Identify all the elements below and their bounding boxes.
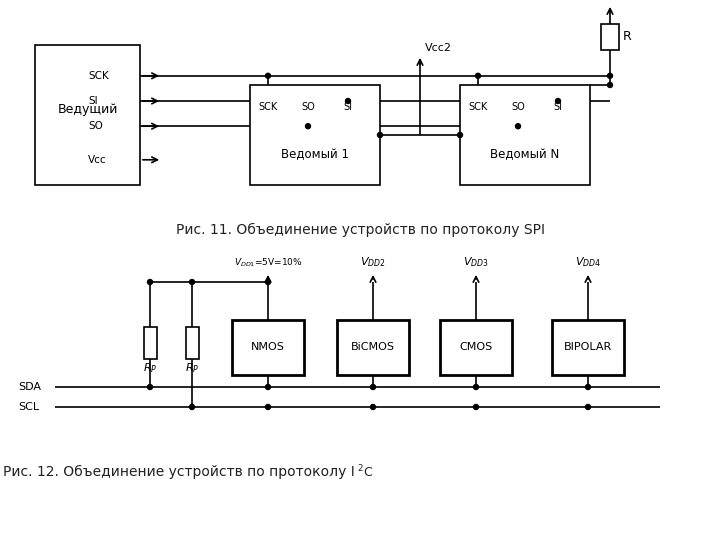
Text: NMOS: NMOS [251, 342, 285, 353]
Circle shape [266, 73, 271, 78]
Text: SCL: SCL [18, 402, 39, 412]
Text: $V_{DD2}$: $V_{DD2}$ [360, 255, 386, 269]
Circle shape [346, 98, 351, 104]
Text: $R_P$: $R_P$ [185, 362, 199, 375]
Text: SCK: SCK [88, 71, 109, 81]
Text: Рис. 11. Объединение устройств по протоколу SPI: Рис. 11. Объединение устройств по проток… [176, 223, 544, 237]
Text: Рис. 12. Объединение устройств по протоколу I: Рис. 12. Объединение устройств по проток… [4, 465, 355, 479]
Text: SI: SI [343, 102, 353, 112]
Circle shape [189, 280, 194, 285]
Bar [186, 327, 199, 359]
Bar [552, 320, 624, 375]
Text: SO: SO [88, 121, 103, 131]
Bar [35, 45, 140, 185]
Circle shape [189, 404, 194, 409]
Text: SCK: SCK [258, 102, 278, 112]
Text: Ведомый N: Ведомый N [490, 148, 559, 161]
Bar [250, 85, 380, 185]
Text: Ведущий: Ведущий [58, 104, 117, 117]
Circle shape [474, 404, 479, 409]
Circle shape [266, 384, 271, 389]
Text: $R_P$: $R_P$ [143, 362, 157, 375]
Text: Ведомый 1: Ведомый 1 [281, 148, 349, 161]
Circle shape [608, 73, 613, 78]
Circle shape [266, 280, 271, 285]
Circle shape [516, 124, 521, 129]
Bar [232, 320, 304, 375]
Text: Vcc2: Vcc2 [425, 43, 452, 53]
Text: $V_{DD1}$=5V=10%: $V_{DD1}$=5V=10% [234, 256, 302, 269]
Text: $V_{DD3}$: $V_{DD3}$ [463, 255, 489, 269]
Circle shape [474, 384, 479, 389]
Bar [601, 24, 619, 50]
Text: SDA: SDA [18, 382, 41, 392]
Bar [440, 320, 512, 375]
Circle shape [371, 404, 376, 409]
Text: $^2$C: $^2$C [357, 464, 373, 480]
Text: CMOS: CMOS [459, 342, 492, 353]
Circle shape [556, 98, 560, 104]
Text: BIPOLAR: BIPOLAR [564, 342, 612, 353]
Text: SO: SO [301, 102, 315, 112]
Circle shape [371, 384, 376, 389]
Bar [337, 320, 409, 375]
Bar [143, 327, 156, 359]
Text: SO: SO [511, 102, 525, 112]
Circle shape [608, 83, 613, 87]
Circle shape [475, 73, 480, 78]
Text: Vcc: Vcc [614, 0, 636, 3]
Text: BiCMOS: BiCMOS [351, 342, 395, 353]
Circle shape [305, 124, 310, 129]
Circle shape [377, 132, 382, 138]
Bar [460, 85, 590, 185]
Text: SI: SI [88, 96, 98, 106]
Text: Vcc: Vcc [88, 155, 107, 165]
Circle shape [148, 384, 153, 389]
Text: R: R [623, 30, 631, 44]
Text: SCK: SCK [469, 102, 487, 112]
Text: $V_{DD4}$: $V_{DD4}$ [575, 255, 601, 269]
Circle shape [585, 404, 590, 409]
Circle shape [148, 280, 153, 285]
Circle shape [457, 132, 462, 138]
Circle shape [266, 404, 271, 409]
Circle shape [585, 384, 590, 389]
Text: SI: SI [554, 102, 562, 112]
